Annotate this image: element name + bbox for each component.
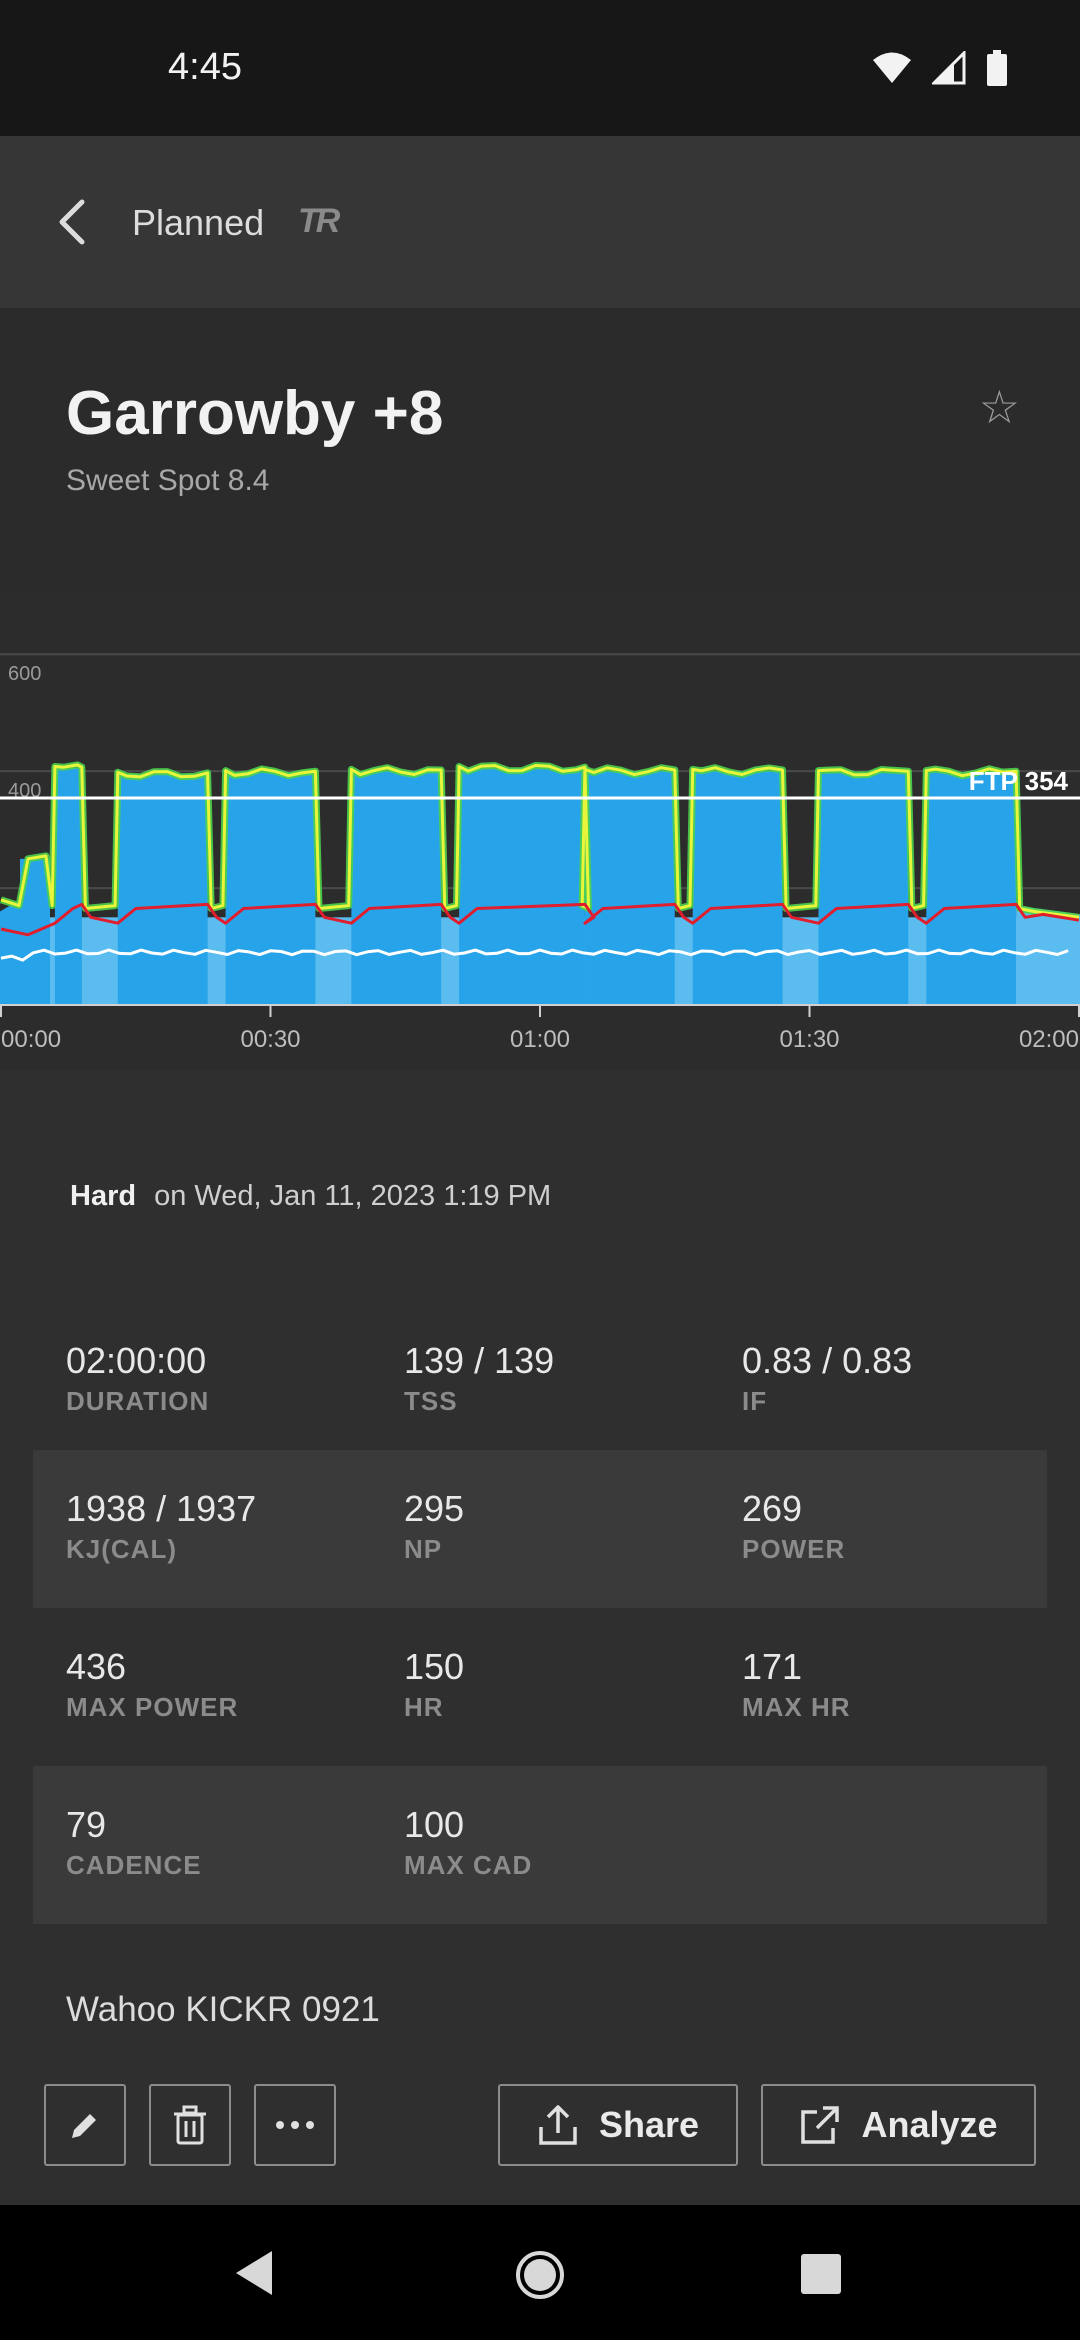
- pencil-icon: [72, 2114, 96, 2138]
- stat-label: NP: [404, 1534, 443, 1564]
- stat-value: 02:00:00: [66, 1340, 207, 1381]
- stat-hr: 150 HR: [404, 1646, 464, 1723]
- stat-duration: 02:00:00 DURATION: [66, 1340, 209, 1417]
- interval-target-bar: [117, 774, 208, 1005]
- stat-row: 1938 / 1937 KJ(CAL) 295 NP 269 POWER: [33, 1450, 1047, 1608]
- stat-value: 79: [66, 1804, 107, 1845]
- stat-label: MAX CAD: [404, 1850, 533, 1880]
- more-button[interactable]: [254, 2084, 336, 2166]
- x-tick-label: 00:00: [1, 1026, 61, 1053]
- stat-max-power: 436 MAX POWER: [66, 1646, 238, 1723]
- effort-line: Hard on Wed, Jan 11, 2023 1:19 PM: [70, 1180, 551, 1213]
- share-button[interactable]: Share: [498, 2084, 738, 2166]
- x-tick-label: 01:00: [510, 1026, 570, 1053]
- power-line: [0, 763, 1080, 919]
- chevron-left-icon[interactable]: [44, 192, 104, 252]
- interval-target-bar: [584, 771, 675, 1005]
- share-icon: [539, 2105, 577, 2145]
- stats-area: Hard on Wed, Jan 11, 2023 1:19 PM 02:00:0…: [0, 1070, 1080, 2205]
- top-app-bar: Planned TR: [0, 136, 1080, 308]
- stat-tss: 139 / 139 TSS: [404, 1340, 554, 1417]
- interval-target-bar: [926, 772, 1017, 1005]
- more-horizontal-icon: [276, 2121, 314, 2129]
- cellular-signal-icon: [932, 51, 966, 85]
- x-tick-label: 01:30: [779, 1026, 839, 1053]
- stat-power: 269 POWER: [742, 1488, 845, 1565]
- stat-label: DURATION: [66, 1386, 210, 1416]
- device-name: Wahoo KICKR 0921: [66, 1990, 380, 2029]
- y-tick-label: 600: [8, 663, 41, 685]
- stat-value: 269: [742, 1488, 803, 1529]
- stat-value: 1938 / 1937: [66, 1488, 257, 1529]
- interval-target-bar: [225, 772, 316, 1005]
- stat-if: 0.83 / 0.83 IF: [742, 1340, 912, 1417]
- workout-chart: 600 400 FTP 354 00:00 00:30 01:00 01:30 02:00: [0, 595, 1080, 1070]
- delete-button[interactable]: [149, 2084, 231, 2166]
- ftp-label: FTP 354: [969, 766, 1069, 796]
- stat-label: HR: [404, 1692, 444, 1722]
- cadence-line: [0, 948, 1069, 962]
- cooldown-target: [1016, 905, 1080, 1005]
- interval-target-bar: [459, 768, 585, 1005]
- status-bar: 4:45: [0, 0, 1080, 136]
- system-nav-bar: [0, 2205, 1080, 2340]
- stat-kj: 1938 / 1937 KJ(CAL): [66, 1488, 256, 1565]
- stat-label: POWER: [742, 1534, 846, 1564]
- trainerroad-logo: TR: [298, 202, 340, 240]
- stat-np: 295 NP: [404, 1488, 464, 1565]
- stat-label: MAX POWER: [66, 1692, 239, 1722]
- stat-value: 171: [742, 1646, 803, 1687]
- x-tick-label: 00:30: [240, 1026, 300, 1053]
- trash-icon: [174, 2105, 206, 2145]
- workout-header: Garrowby +8 Sweet Spot 8.4 ☆: [0, 308, 1080, 595]
- workout-title: Garrowby +8: [66, 379, 444, 448]
- interval-target-bar: [818, 772, 909, 1005]
- stat-label: IF: [742, 1386, 768, 1416]
- stat-row: 02:00:00 DURATION 139 / 139 TSS 0.83 / 0.8…: [33, 1302, 1047, 1460]
- stat-label: TSS: [404, 1386, 458, 1416]
- star-outline-icon[interactable]: ☆: [978, 381, 1020, 433]
- completion-date: on Wed, Jan 11, 2023 1:19 PM: [154, 1180, 552, 1212]
- x-tick-label: 02:00: [1019, 1026, 1079, 1053]
- battery-icon: [987, 50, 1007, 86]
- stat-value: 436: [66, 1646, 127, 1687]
- nav-recents-icon[interactable]: [800, 2253, 842, 2295]
- toolbar-title: Planned: [132, 202, 265, 243]
- interval-target-bar: [351, 771, 442, 1005]
- stat-label: MAX HR: [742, 1692, 851, 1722]
- analyze-button[interactable]: Analyze: [761, 2084, 1036, 2166]
- stat-value: 100: [404, 1804, 465, 1845]
- share-label: Share: [598, 2104, 700, 2145]
- stat-label: KJ(CAL): [66, 1534, 177, 1564]
- nav-back-icon[interactable]: [232, 2249, 276, 2297]
- heart-rate-line: [0, 902, 1080, 937]
- stat-row: 79 CADENCE 100 MAX CAD: [33, 1766, 1047, 1924]
- stat-value: 139 / 139: [404, 1340, 555, 1381]
- external-link-icon: [801, 2106, 840, 2144]
- analyze-label: Analyze: [861, 2104, 998, 2145]
- stat-max-hr: 171 MAX HR: [742, 1646, 851, 1723]
- wifi-icon: [873, 52, 911, 83]
- stat-value: 150: [404, 1646, 465, 1687]
- workout-subtitle: Sweet Spot 8.4: [66, 464, 270, 497]
- edit-button[interactable]: [44, 2084, 126, 2166]
- stat-row: 436 MAX POWER 150 HR 171 MAX HR: [33, 1608, 1047, 1766]
- stat-value: 295: [404, 1488, 465, 1529]
- stat-cadence: 79 CADENCE: [66, 1804, 202, 1881]
- nav-home-icon[interactable]: [514, 2249, 566, 2301]
- stat-max-cad: 100 MAX CAD: [404, 1804, 532, 1881]
- interval-target-bar: [692, 771, 783, 1005]
- stat-value: 0.83 / 0.83: [742, 1340, 913, 1381]
- interval-target-bar: [54, 768, 82, 1005]
- stat-label: CADENCE: [66, 1850, 202, 1880]
- status-icons: [872, 50, 1008, 86]
- status-time: 4:45: [168, 46, 242, 88]
- effort-level: Hard: [70, 1180, 137, 1212]
- warmup-target: [0, 858, 50, 1005]
